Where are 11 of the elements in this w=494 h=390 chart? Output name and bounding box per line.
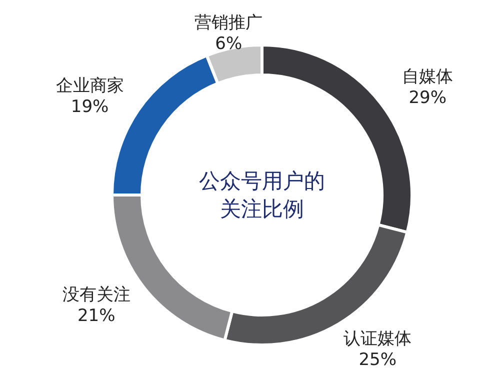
data-label: 19% <box>70 96 109 117</box>
slice-label: 企业商家 <box>56 76 124 96</box>
data-label: 25% <box>358 350 397 370</box>
data-label: 6% <box>215 34 242 54</box>
slice-label: 自媒体 <box>402 66 454 87</box>
slice-label: 营销推广 <box>194 13 263 33</box>
slice-label: 认证媒体 <box>344 329 412 350</box>
text: 公众号用户的关注比例 <box>199 169 325 221</box>
data-label: 29% <box>408 88 447 108</box>
data-label: 21% <box>77 306 116 326</box>
slice-label: 没有关注 <box>62 285 130 306</box>
